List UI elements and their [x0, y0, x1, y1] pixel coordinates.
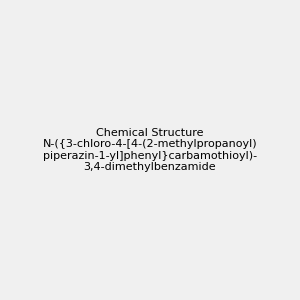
Text: Chemical Structure
N-({3-chloro-4-[4-(2-methylpropanoyl)
piperazin-1-yl]phenyl}c: Chemical Structure N-({3-chloro-4-[4-(2-…: [43, 128, 257, 172]
